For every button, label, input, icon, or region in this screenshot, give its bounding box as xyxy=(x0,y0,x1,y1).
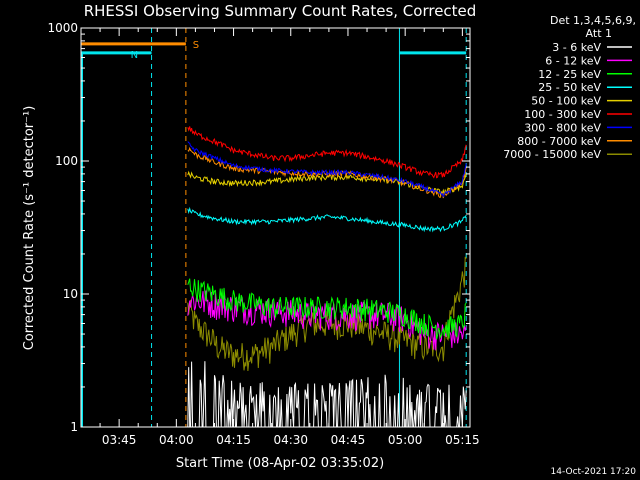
legend-header: Det 1,3,4,5,6,9, xyxy=(550,14,636,27)
chart-title: RHESSI Observing Summary Count Rates, Co… xyxy=(84,2,477,20)
series-line-6 xyxy=(187,126,467,179)
timestamp: 14-Oct-2021 17:20 xyxy=(551,467,637,477)
series-lines xyxy=(187,126,467,428)
y-tick-label: 1 xyxy=(70,420,78,434)
legend-entry-label: 300 - 800 keV xyxy=(524,121,601,134)
legend-header-attenuator: Att 1 xyxy=(586,27,612,40)
legend-entry-label: 100 - 300 keV xyxy=(524,108,601,121)
flag-label-night: N xyxy=(131,50,138,61)
legend-entry-label: 6 - 12 keV xyxy=(545,54,601,67)
legend-entry-label: 25 - 50 keV xyxy=(538,81,601,94)
y-tick-label: 1000 xyxy=(47,21,78,35)
legend-entry-label: 50 - 100 keV xyxy=(531,95,601,108)
x-tick-label: 04:00 xyxy=(159,433,194,447)
x-tick-label: 05:00 xyxy=(388,433,423,447)
y-axis: 1 10 100 1000 xyxy=(47,21,470,434)
legend-entry-label: 3 - 6 keV xyxy=(552,41,601,54)
series-line-4 xyxy=(187,206,467,233)
flag-label-saa: S xyxy=(193,40,199,51)
x-tick-label: 04:45 xyxy=(331,433,366,447)
y-tick-label: 100 xyxy=(55,154,78,168)
y-axis-label: Corrected Count Rate (s⁻¹ detector⁻¹) xyxy=(22,106,37,351)
legend-entry-label: 800 - 7000 keV xyxy=(517,135,601,148)
series-line-7 xyxy=(187,141,467,198)
x-tick-label: 04:30 xyxy=(273,433,308,447)
x-tick-label: 05:15 xyxy=(445,433,480,447)
x-tick-label: 03:45 xyxy=(102,433,137,447)
plot-frame xyxy=(80,27,471,428)
legend-entry-label: 12 - 25 keV xyxy=(538,68,601,81)
series-line-1 xyxy=(187,361,467,428)
flag-bars: NS xyxy=(81,28,467,427)
x-axis: 03:45 04:00 04:15 04:30 04:45 05:00 05:15 xyxy=(80,28,480,447)
x-axis-label: Start Time (08-Apr-02 03:35:02) xyxy=(176,456,384,471)
y-tick-label: 10 xyxy=(63,287,78,301)
x-tick-label: 04:15 xyxy=(216,433,251,447)
series-line-3 xyxy=(187,278,467,340)
legend-entry-label: 7000 - 15000 keV xyxy=(503,148,601,161)
series-line-9 xyxy=(187,256,467,372)
